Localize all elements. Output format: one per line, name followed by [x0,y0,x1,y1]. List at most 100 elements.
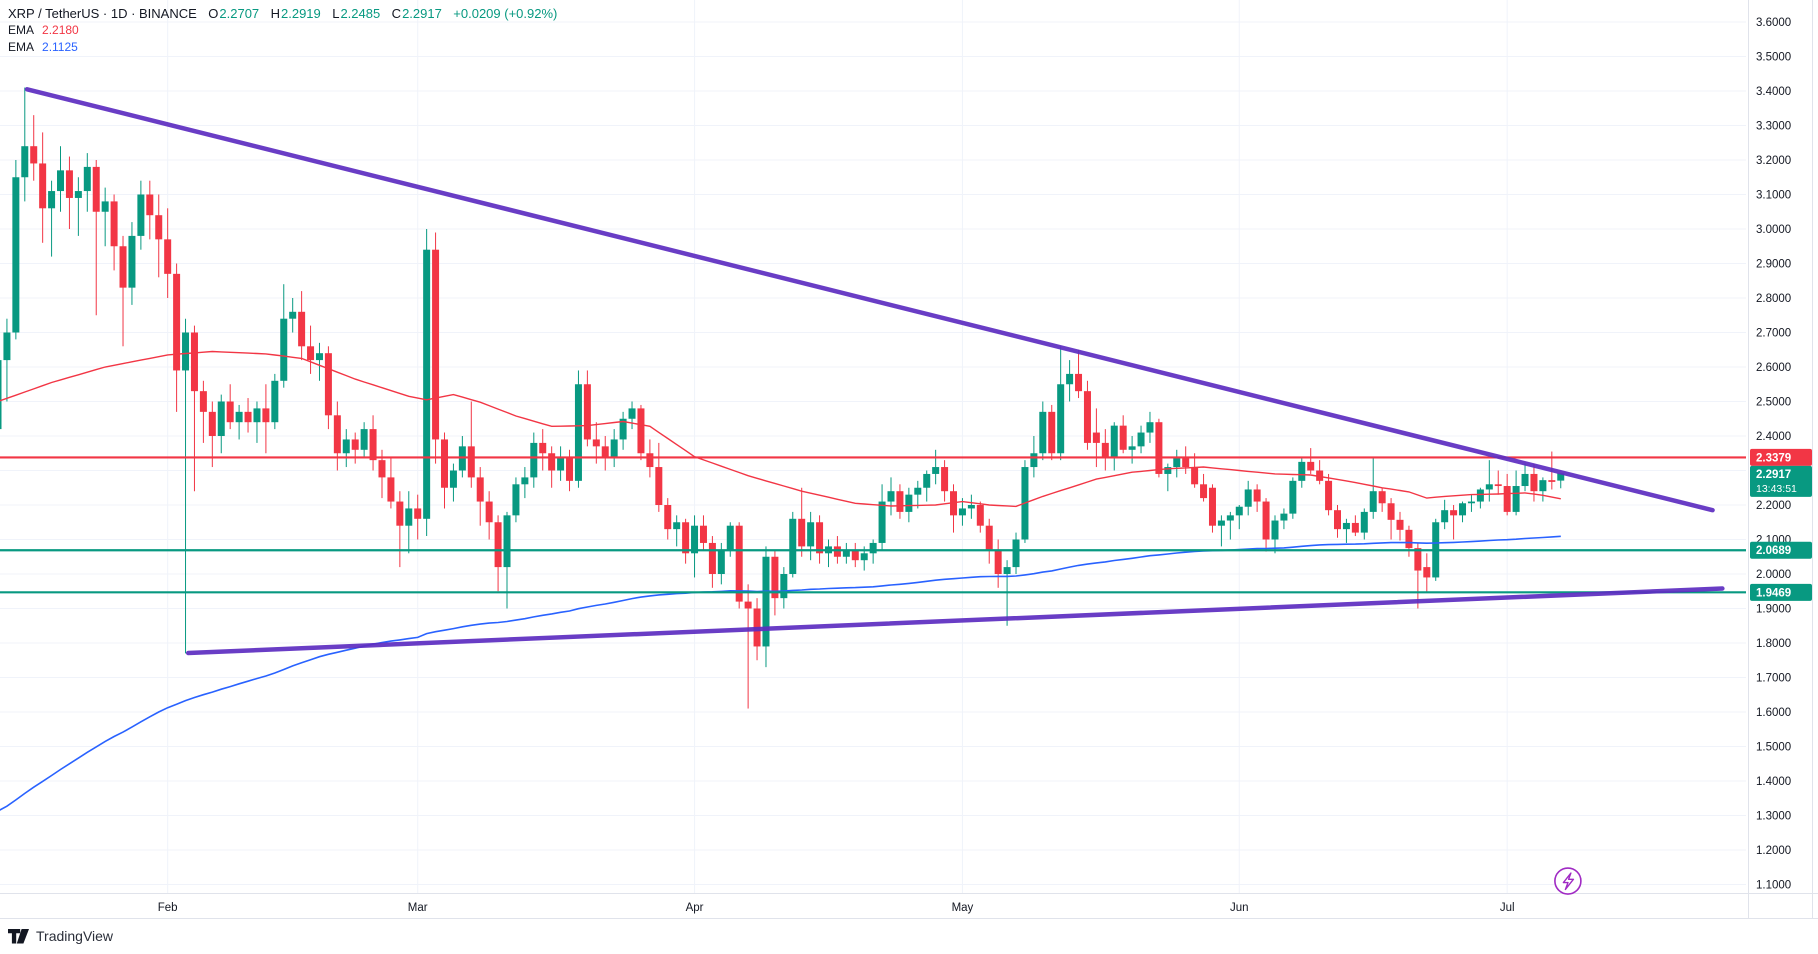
candle-down [1048,411,1056,454]
candle-down [1200,484,1208,499]
candle-down [307,346,315,361]
time-tick-label: May [952,902,974,914]
candle-down [1075,373,1083,392]
candle-up [717,549,725,574]
candle-up [1369,491,1377,512]
candle-up [1235,506,1243,516]
candle-down [387,477,395,502]
lightning-circle [1554,867,1582,895]
candle-up [280,318,288,381]
time-tick-label: Jun [1230,902,1249,914]
candle-down [396,501,404,526]
candle-down [1351,522,1359,533]
candle-down [1191,467,1199,485]
symbol-title[interactable]: XRP / TetherUS · 1D · BINANCE [8,6,197,21]
candle-down [1530,473,1538,492]
tradingview-logo-text: TradingView [36,928,114,944]
candle-down [592,439,600,447]
candle-down [262,408,270,423]
price-tick-label: 2.4000 [1756,431,1791,443]
quick-trade-button[interactable] [1554,867,1582,895]
candle-up [1298,461,1306,481]
descending-trendline[interactable] [24,87,1715,513]
candle-up [128,235,136,288]
candle-down [1182,456,1190,468]
candle-up [789,518,797,574]
candle-up [1146,422,1154,433]
candle-down [92,166,100,212]
candle-up [1289,480,1297,514]
price-tick-label: 1.7000 [1756,673,1791,685]
price-tick-label: 3.5000 [1756,52,1791,64]
candle-up [12,177,20,333]
candle-down [485,501,493,523]
candle-up [449,470,457,488]
candle-down [1548,480,1556,482]
candle-up [905,494,913,512]
ema-slow-value: 2.1125 [42,40,78,54]
candle-up [967,505,975,509]
candle-down [1405,529,1413,549]
candle-up [74,191,82,198]
indicator-ema-fast[interactable]: EMA 2.2180 [8,22,557,39]
candle-up [1360,511,1368,533]
ema-slow-line[interactable] [0,535,1561,811]
indicator-ema-slow[interactable]: EMA 2.1125 [8,39,557,56]
candle-up [1342,522,1350,530]
candle-up [315,353,323,361]
price-tick-label: 2.7000 [1756,328,1791,340]
candle-up [958,508,966,516]
candle-down [173,273,181,371]
price-tick-label: 3.1000 [1756,190,1791,202]
candle-down [155,215,163,240]
time-axis[interactable]: Feb Mar Apr May Jun Jul [158,902,1515,914]
ema-fast-line[interactable] [0,350,1561,508]
candle-up [253,408,261,423]
candle-up [521,477,529,485]
candle-up [83,166,91,192]
price-pane[interactable] [0,87,1565,811]
candle-up [182,332,190,371]
candle-up [360,429,368,450]
candle-up [1485,484,1493,490]
price-axis[interactable]: 3.6000 3.5000 3.4000 3.3000 3.2000 3.1000 3.00… [1750,17,1812,892]
candle-up [1066,373,1074,385]
candle-up [1244,489,1252,507]
candle-down [708,542,716,574]
last-price-value: 2.2917 [1756,469,1791,481]
candle-up [1030,453,1038,468]
candle-down [244,411,252,423]
candle-down [351,439,359,450]
candle-down [539,442,547,454]
ema-fast-value: 2.2180 [42,23,79,37]
candle-up [726,525,734,550]
candle-down [1423,567,1431,578]
candle-down [798,518,806,547]
candle-down [646,453,654,468]
candle-down [119,246,127,288]
grid-lines [0,0,1746,893]
candle-up [423,249,431,519]
candle-up [1557,473,1565,481]
candle-up [932,467,940,474]
price-tick-label: 3.3000 [1756,121,1791,133]
candle-down [190,332,198,392]
close-label: C [391,6,402,21]
candle-up [860,553,868,561]
candle-down [941,467,949,492]
time-tick-label: Feb [158,902,178,914]
candle-down [1334,510,1341,530]
candle-down [735,525,743,602]
chart-legend: XRP / TetherUS · 1D · BINANCE O2.2707 H2… [8,5,557,56]
price-tick-label: 2.0000 [1756,569,1791,581]
candle-down [1387,503,1395,520]
price-tick-label: 1.2000 [1756,845,1791,857]
price-line-badge-value: 2.3379 [1756,452,1791,464]
candle-down [1396,519,1404,530]
tradingview-attribution[interactable]: TradingView [8,928,113,944]
candle-down [1494,484,1502,487]
ascending-trendline[interactable] [185,586,1725,656]
candle-up [1476,489,1484,502]
candle-up [1467,501,1475,504]
